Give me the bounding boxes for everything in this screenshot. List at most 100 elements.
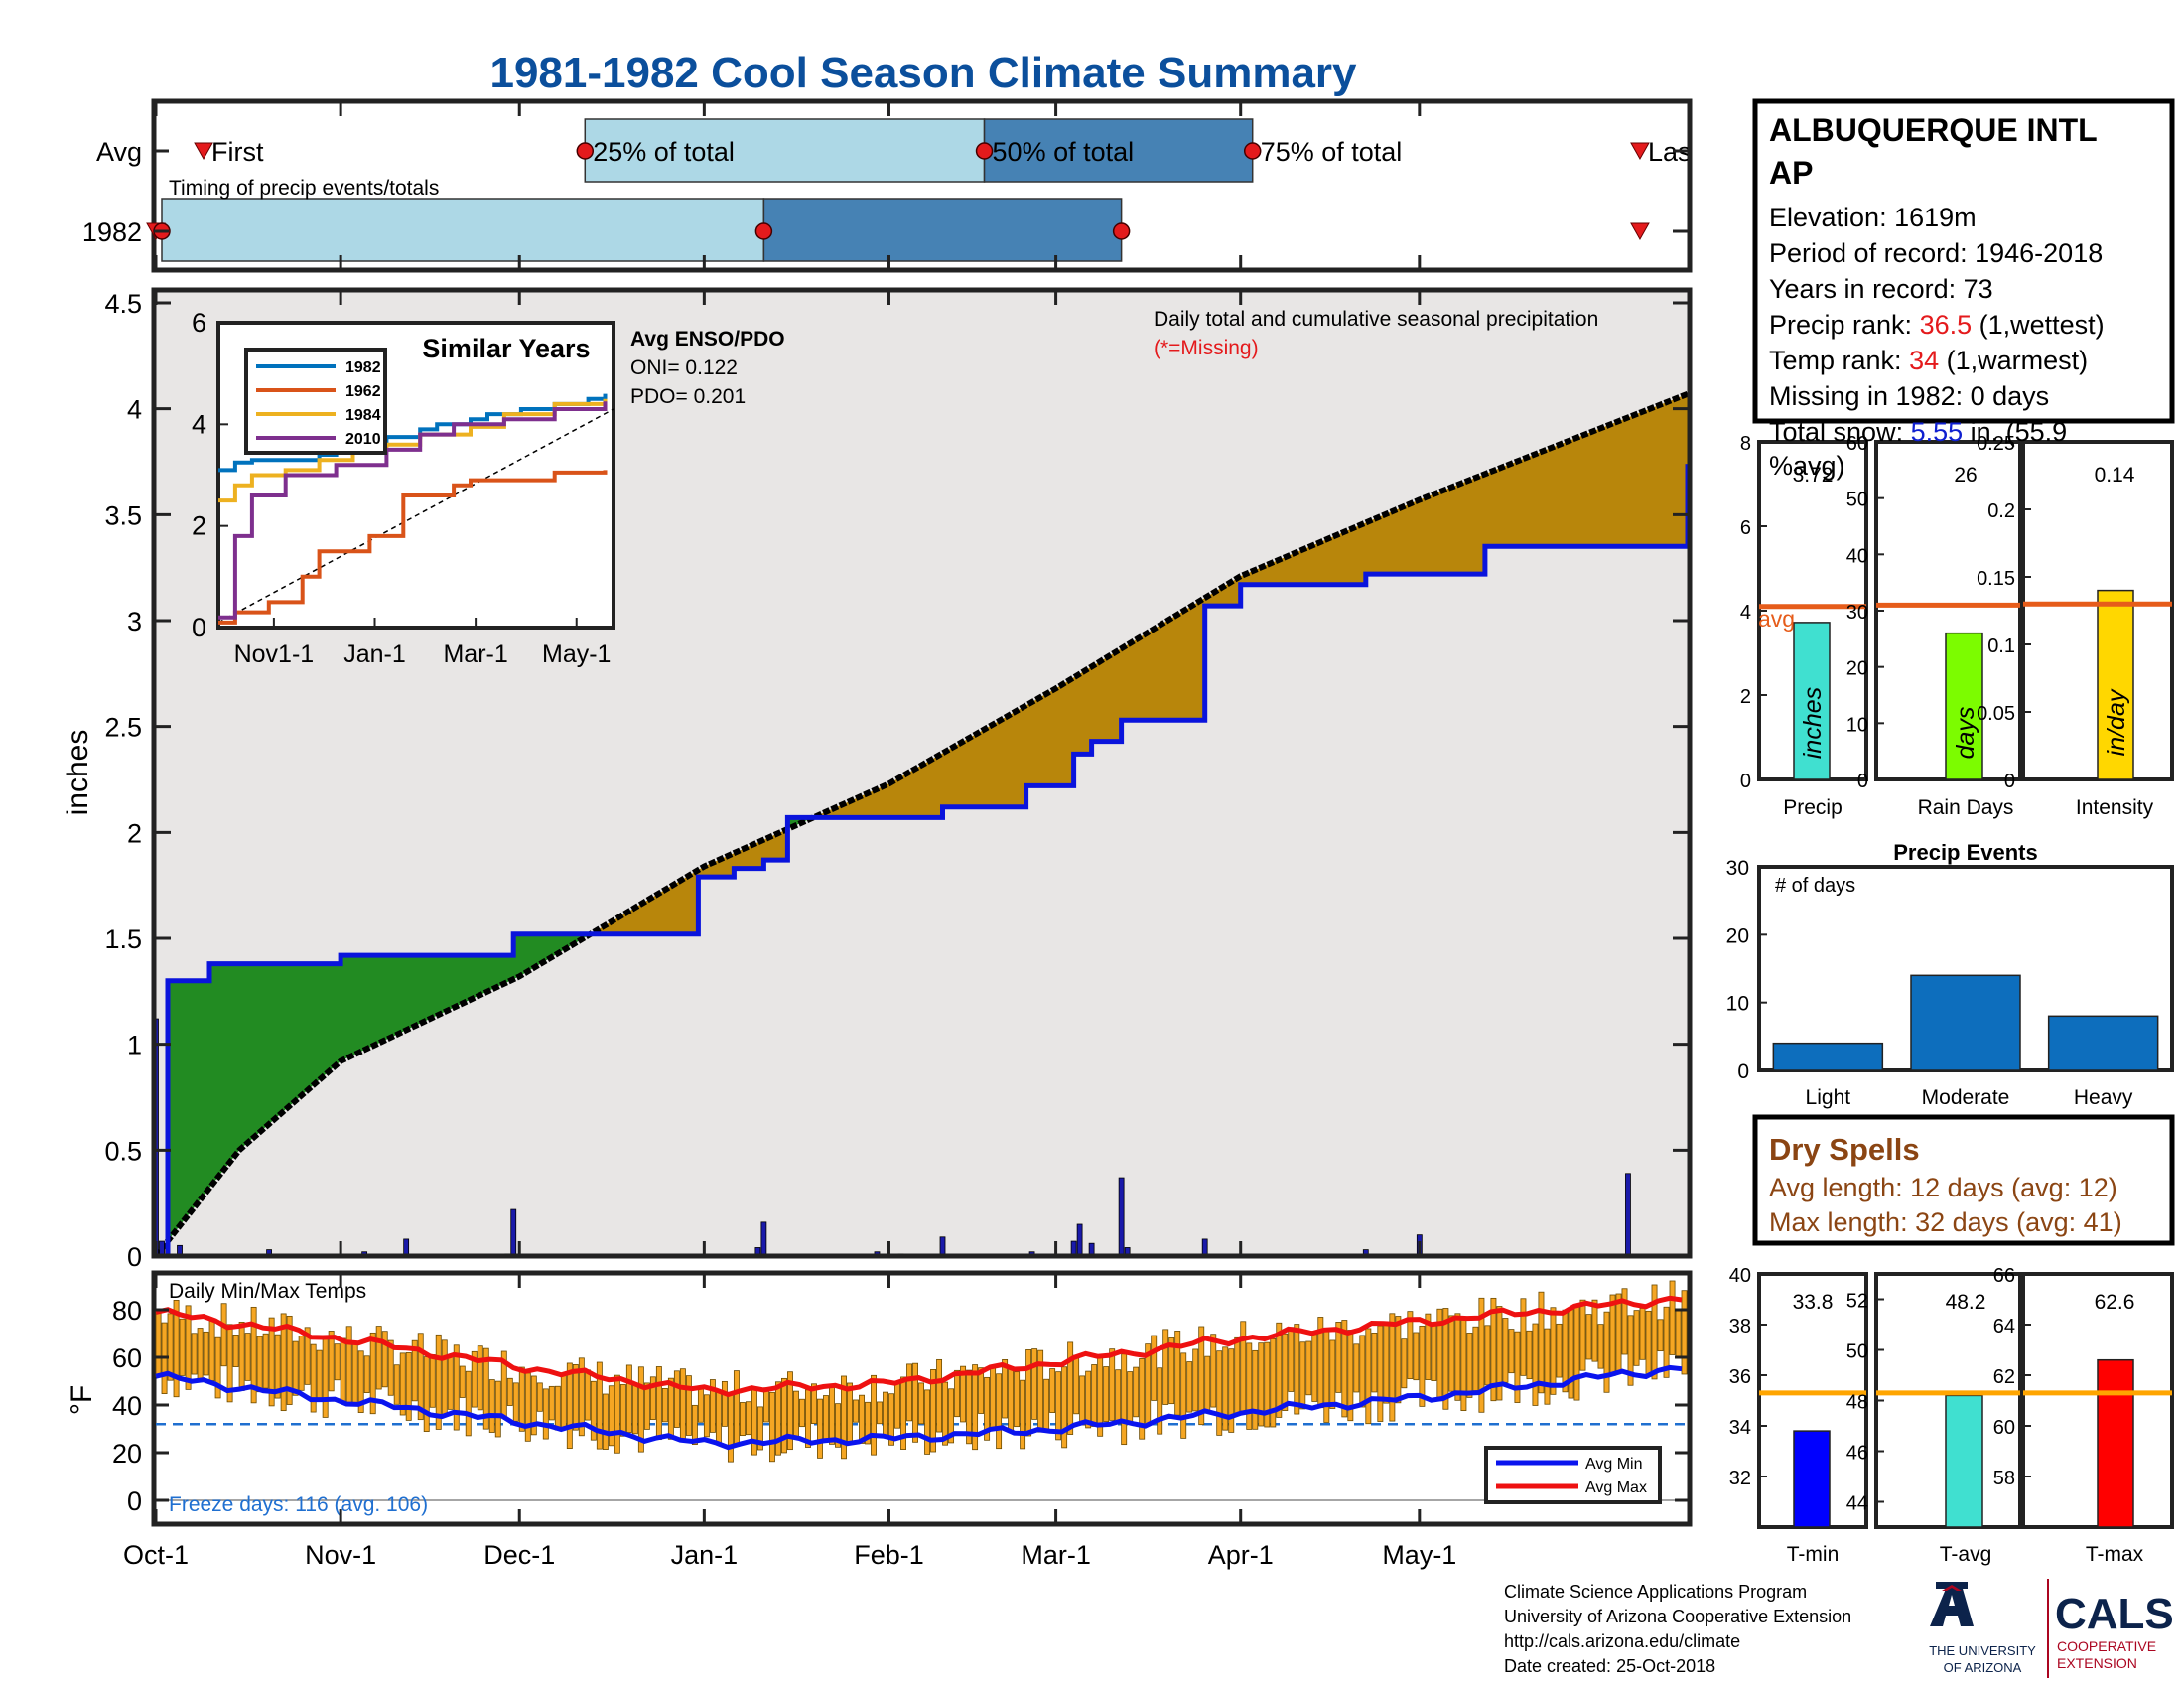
station-name-line1: ALBUQUERQUE INTL	[1769, 112, 2098, 148]
daily-temp-bar	[1639, 1307, 1646, 1360]
daily-precip-bar	[1076, 1223, 1083, 1257]
daily-temp-bar	[1180, 1352, 1187, 1439]
rain-days-label: Rain Days	[1918, 796, 2014, 819]
temp-chart: 0 20 40 60 80 °F Daily Min/Max Temps Freeze day…	[66, 1270, 1693, 1570]
daily-temp-bar	[596, 1361, 603, 1450]
chart-title: 1981-1982 Cool Season Climate Summary	[489, 49, 1357, 97]
inset-y-tick-label: 0	[192, 613, 206, 642]
daily-temp-bar	[1454, 1313, 1461, 1401]
mini-y-tick-label: 2	[1740, 686, 1751, 708]
events-bar	[2047, 1015, 2159, 1071]
daily-temp-bar	[1246, 1342, 1253, 1430]
daily-temp-bar	[1329, 1339, 1336, 1409]
daily-temp-bar	[871, 1374, 877, 1456]
daily-temp-bar	[441, 1339, 448, 1415]
temp-mini-y-tick-label: 38	[1729, 1316, 1751, 1337]
daily-temp-bar	[1252, 1349, 1259, 1430]
daily-temp-bar	[709, 1379, 716, 1433]
daily-temp-bar	[1192, 1348, 1199, 1412]
daily-temp-bar	[1651, 1284, 1658, 1380]
daily-temp-bar	[1413, 1332, 1420, 1381]
temp-mini-y-tick-label: 64	[1993, 1316, 2015, 1337]
total-snow-avg: %avg)	[1769, 451, 1845, 481]
daily-temp-bar	[1609, 1294, 1616, 1376]
y1982-q2-box	[762, 198, 1123, 262]
mini-y-tick-label: 0.1	[1987, 635, 2015, 657]
x-tick-label: Apr-1	[1208, 1540, 1274, 1570]
x-tick-label: Feb-1	[854, 1540, 924, 1570]
daily-temp-bar	[894, 1382, 900, 1429]
daily-temp-bar	[1133, 1366, 1140, 1418]
daily-temp-bar	[817, 1398, 823, 1459]
daily-temp-bar	[1103, 1366, 1110, 1423]
daily-temp-bar	[1383, 1323, 1390, 1404]
daily-temp-bar	[167, 1313, 174, 1381]
daily-precip-bar	[403, 1238, 410, 1257]
intensity-label: Intensity	[2076, 796, 2154, 819]
avg-last-marker	[1630, 142, 1650, 161]
events-title: Precip Events	[1893, 840, 2038, 865]
daily-temp-bar	[1538, 1291, 1545, 1394]
legend-avg-max-label: Avg Max	[1585, 1479, 1647, 1496]
daily-temp-bar	[1431, 1323, 1437, 1381]
events-y-tick-label: 30	[1726, 857, 1749, 880]
daily-temp-bar	[1186, 1361, 1193, 1413]
temp-mini-y-tick-label: 46	[1846, 1443, 1868, 1465]
daily-temp-bar	[1008, 1366, 1015, 1431]
daily-temp-bar	[381, 1331, 388, 1388]
daily-temp-bar	[811, 1383, 817, 1424]
daily-temp-bar	[1591, 1299, 1598, 1362]
precip-value: 3.72	[1793, 464, 1834, 487]
daily-temp-bar	[197, 1328, 204, 1383]
daily-temp-bar	[292, 1340, 299, 1396]
daily-temp-bar	[1115, 1369, 1122, 1425]
daily-temp-bar	[1520, 1298, 1527, 1376]
y-tick-label: 3.5	[104, 500, 142, 530]
x-tick-label: Dec-1	[483, 1540, 555, 1570]
daily-temp-bar	[1496, 1306, 1503, 1401]
daily-temp-bar	[966, 1369, 973, 1445]
y-tick-label: 2.5	[104, 713, 142, 743]
daily-temp-bar	[304, 1327, 311, 1385]
daily-temp-bar	[286, 1315, 293, 1405]
temp-y-tick-label: 40	[112, 1391, 142, 1421]
avg-p25-marker	[576, 142, 595, 160]
mini-y-tick-label: 60	[1846, 433, 1868, 455]
cals-logo: CALS	[2055, 1590, 2174, 1638]
daily-temp-bar	[1305, 1340, 1312, 1396]
daily-temp-bar	[685, 1375, 692, 1436]
daily-temp-bar	[1335, 1322, 1342, 1393]
mini-bar	[1945, 632, 1983, 780]
daily-temp-bar	[471, 1350, 478, 1408]
daily-temp-bar	[667, 1377, 674, 1440]
daily-temp-bar	[756, 1406, 763, 1451]
daily-precip-bar	[1201, 1238, 1208, 1257]
daily-temp-bar	[865, 1401, 871, 1445]
daily-temp-bar	[1025, 1349, 1032, 1437]
daily-temp-bar	[972, 1364, 979, 1451]
y-tick-label: 4.5	[104, 289, 142, 319]
daily-precip-bar	[1625, 1173, 1631, 1257]
daily-temp-bar	[1633, 1310, 1640, 1366]
observed-cumulative-line	[156, 464, 1691, 1259]
daily-temp-bar	[1579, 1299, 1586, 1371]
daily-temp-bar	[1514, 1331, 1521, 1403]
daily-temp-bar	[203, 1331, 209, 1376]
temp-mini-y-tick-label: 52	[1846, 1291, 1868, 1313]
temp-mini-y-tick-label: 66	[1993, 1265, 2015, 1287]
daily-temp-bar	[727, 1394, 734, 1463]
daily-temp-bar	[1055, 1371, 1062, 1441]
y-tick-label: 0.5	[104, 1136, 142, 1166]
avg-min-line	[155, 1364, 1683, 1451]
university-of-arizona-logo: THE UNIVERSITY OF ARIZONA	[1929, 1582, 2036, 1675]
daily-temp-bar	[1276, 1322, 1283, 1418]
daily-temp-bar	[835, 1403, 841, 1448]
daily-temp-bar	[1240, 1321, 1247, 1412]
daily-temp-bar	[930, 1369, 937, 1453]
daily-temp-bar	[1645, 1310, 1652, 1377]
daily-temp-bar	[465, 1370, 472, 1437]
daily-temp-bar	[1603, 1311, 1610, 1393]
daily-temp-bar	[1073, 1354, 1080, 1415]
temp-legend-box	[1484, 1446, 1662, 1504]
